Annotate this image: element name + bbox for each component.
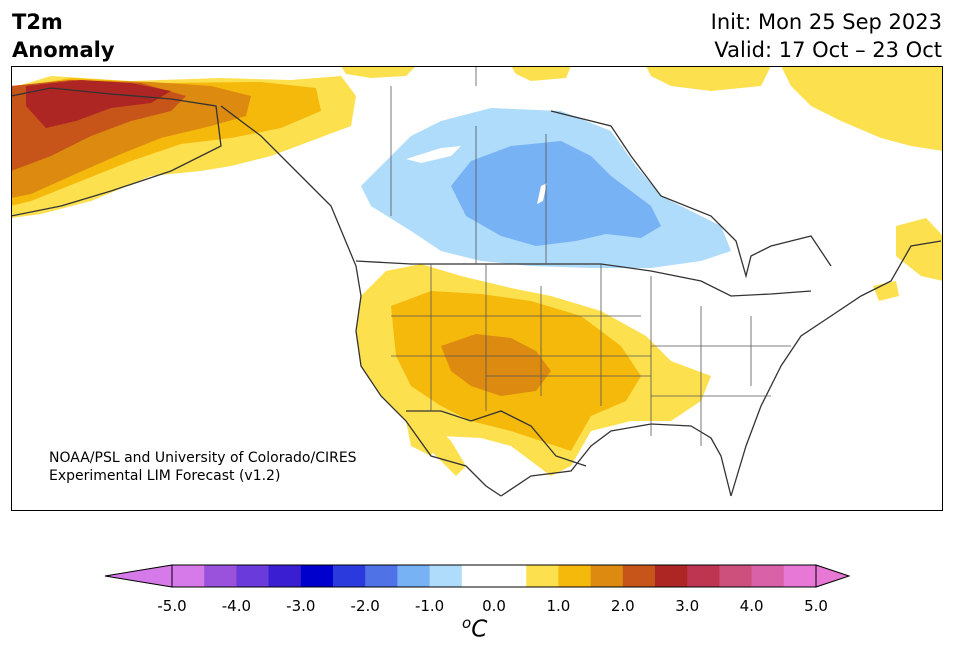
colorbar-tick-label: 0.0 bbox=[482, 597, 506, 615]
data-credit: NOAA/PSL and University of Colorado/CIRE… bbox=[49, 449, 357, 485]
colorbar-bin bbox=[236, 565, 270, 587]
arctic-yellow-2 bbox=[511, 66, 571, 81]
colorbar-bin bbox=[687, 565, 720, 587]
map-boundaries bbox=[11, 87, 942, 497]
colorbar-over-arrow bbox=[815, 564, 851, 588]
colorbar bbox=[104, 564, 851, 588]
colorbar-tick-label: -4.0 bbox=[221, 597, 252, 615]
hudson-bay bbox=[550, 110, 832, 279]
colorbar-bin bbox=[204, 565, 237, 587]
cold-medium-blue bbox=[451, 141, 661, 246]
us-southwest-warm-anomaly bbox=[356, 264, 711, 476]
colorbar-bin bbox=[558, 565, 592, 587]
colorbar-tick-label: -1.0 bbox=[414, 597, 445, 615]
anomaly-map bbox=[11, 66, 943, 511]
init-date: Init: Mon 25 Sep 2023 bbox=[710, 10, 942, 34]
colorbar-tick-label: 2.0 bbox=[610, 597, 635, 615]
colorbar-unit: oC bbox=[462, 614, 487, 643]
colorbar-bin bbox=[719, 565, 753, 587]
us-mexico-border bbox=[406, 410, 587, 467]
colorbar-bin bbox=[397, 565, 431, 587]
state-lines bbox=[390, 66, 791, 446]
colorbar-frame bbox=[171, 564, 817, 588]
colorbar-bin bbox=[526, 565, 559, 587]
colorbar-tick-label: 3.0 bbox=[675, 597, 700, 615]
colorbar-bin bbox=[783, 565, 817, 587]
colorbar-bin bbox=[590, 565, 624, 587]
arctic-yellow-1 bbox=[341, 66, 416, 78]
celsius-symbol: C bbox=[471, 616, 488, 643]
colorbar-bin bbox=[300, 565, 334, 587]
colorbar-tick-label: 5.0 bbox=[804, 597, 828, 615]
greenland-yellow bbox=[781, 66, 943, 151]
colorbar-bin bbox=[622, 565, 656, 587]
colorbar-tick-label: -3.0 bbox=[286, 597, 316, 615]
map-frame bbox=[11, 66, 943, 511]
alaska-coast bbox=[11, 87, 222, 217]
alaska-red bbox=[26, 80, 171, 128]
west-coast bbox=[220, 105, 502, 497]
arctic-yellow-3 bbox=[646, 66, 771, 91]
east-coast bbox=[730, 240, 942, 497]
map-title: T2m Anomaly bbox=[12, 8, 115, 64]
credit-model: Experimental LIM Forecast (v1.2) bbox=[49, 468, 281, 484]
colorbar-bins bbox=[172, 565, 817, 587]
colorbar-bin bbox=[333, 565, 366, 587]
alaska-warm-anomaly bbox=[11, 76, 356, 218]
hudson-bay-lake bbox=[406, 146, 461, 163]
lake-winnipeg bbox=[537, 183, 547, 204]
variable-type: Anomaly bbox=[12, 38, 115, 62]
colorbar-bin bbox=[365, 565, 398, 587]
canada-us-border bbox=[355, 260, 812, 297]
colorbar-bin bbox=[751, 565, 785, 587]
variable-name: T2m bbox=[12, 10, 63, 34]
nova-scotia-yellow bbox=[873, 281, 899, 301]
colorbar-bin bbox=[429, 565, 463, 587]
colorbar-bin bbox=[494, 565, 527, 587]
colorbar-tick-label: -5.0 bbox=[157, 597, 187, 615]
colorbar-under-arrow bbox=[104, 564, 173, 588]
colorbar-tick-label: -2.0 bbox=[350, 597, 380, 615]
colorbar-tick-label: 4.0 bbox=[739, 597, 764, 615]
us-orange bbox=[441, 334, 551, 396]
credit-source: NOAA/PSL and University of Colorado/CIRE… bbox=[49, 450, 357, 466]
colorbar-bin bbox=[268, 565, 302, 587]
colorbar-bin bbox=[461, 565, 495, 587]
colorbar-bin bbox=[172, 565, 205, 587]
newfoundland-yellow bbox=[896, 218, 943, 281]
colorbar-bin bbox=[655, 565, 688, 587]
forecast-dates: Init: Mon 25 Sep 2023 Valid: 17 Oct – 23… bbox=[711, 8, 942, 64]
degree-symbol: o bbox=[462, 614, 472, 632]
colorbar-tick-label: 1.0 bbox=[546, 597, 571, 615]
valid-range: Valid: 17 Oct – 23 Oct bbox=[714, 38, 942, 62]
gulf-coast bbox=[500, 423, 732, 497]
